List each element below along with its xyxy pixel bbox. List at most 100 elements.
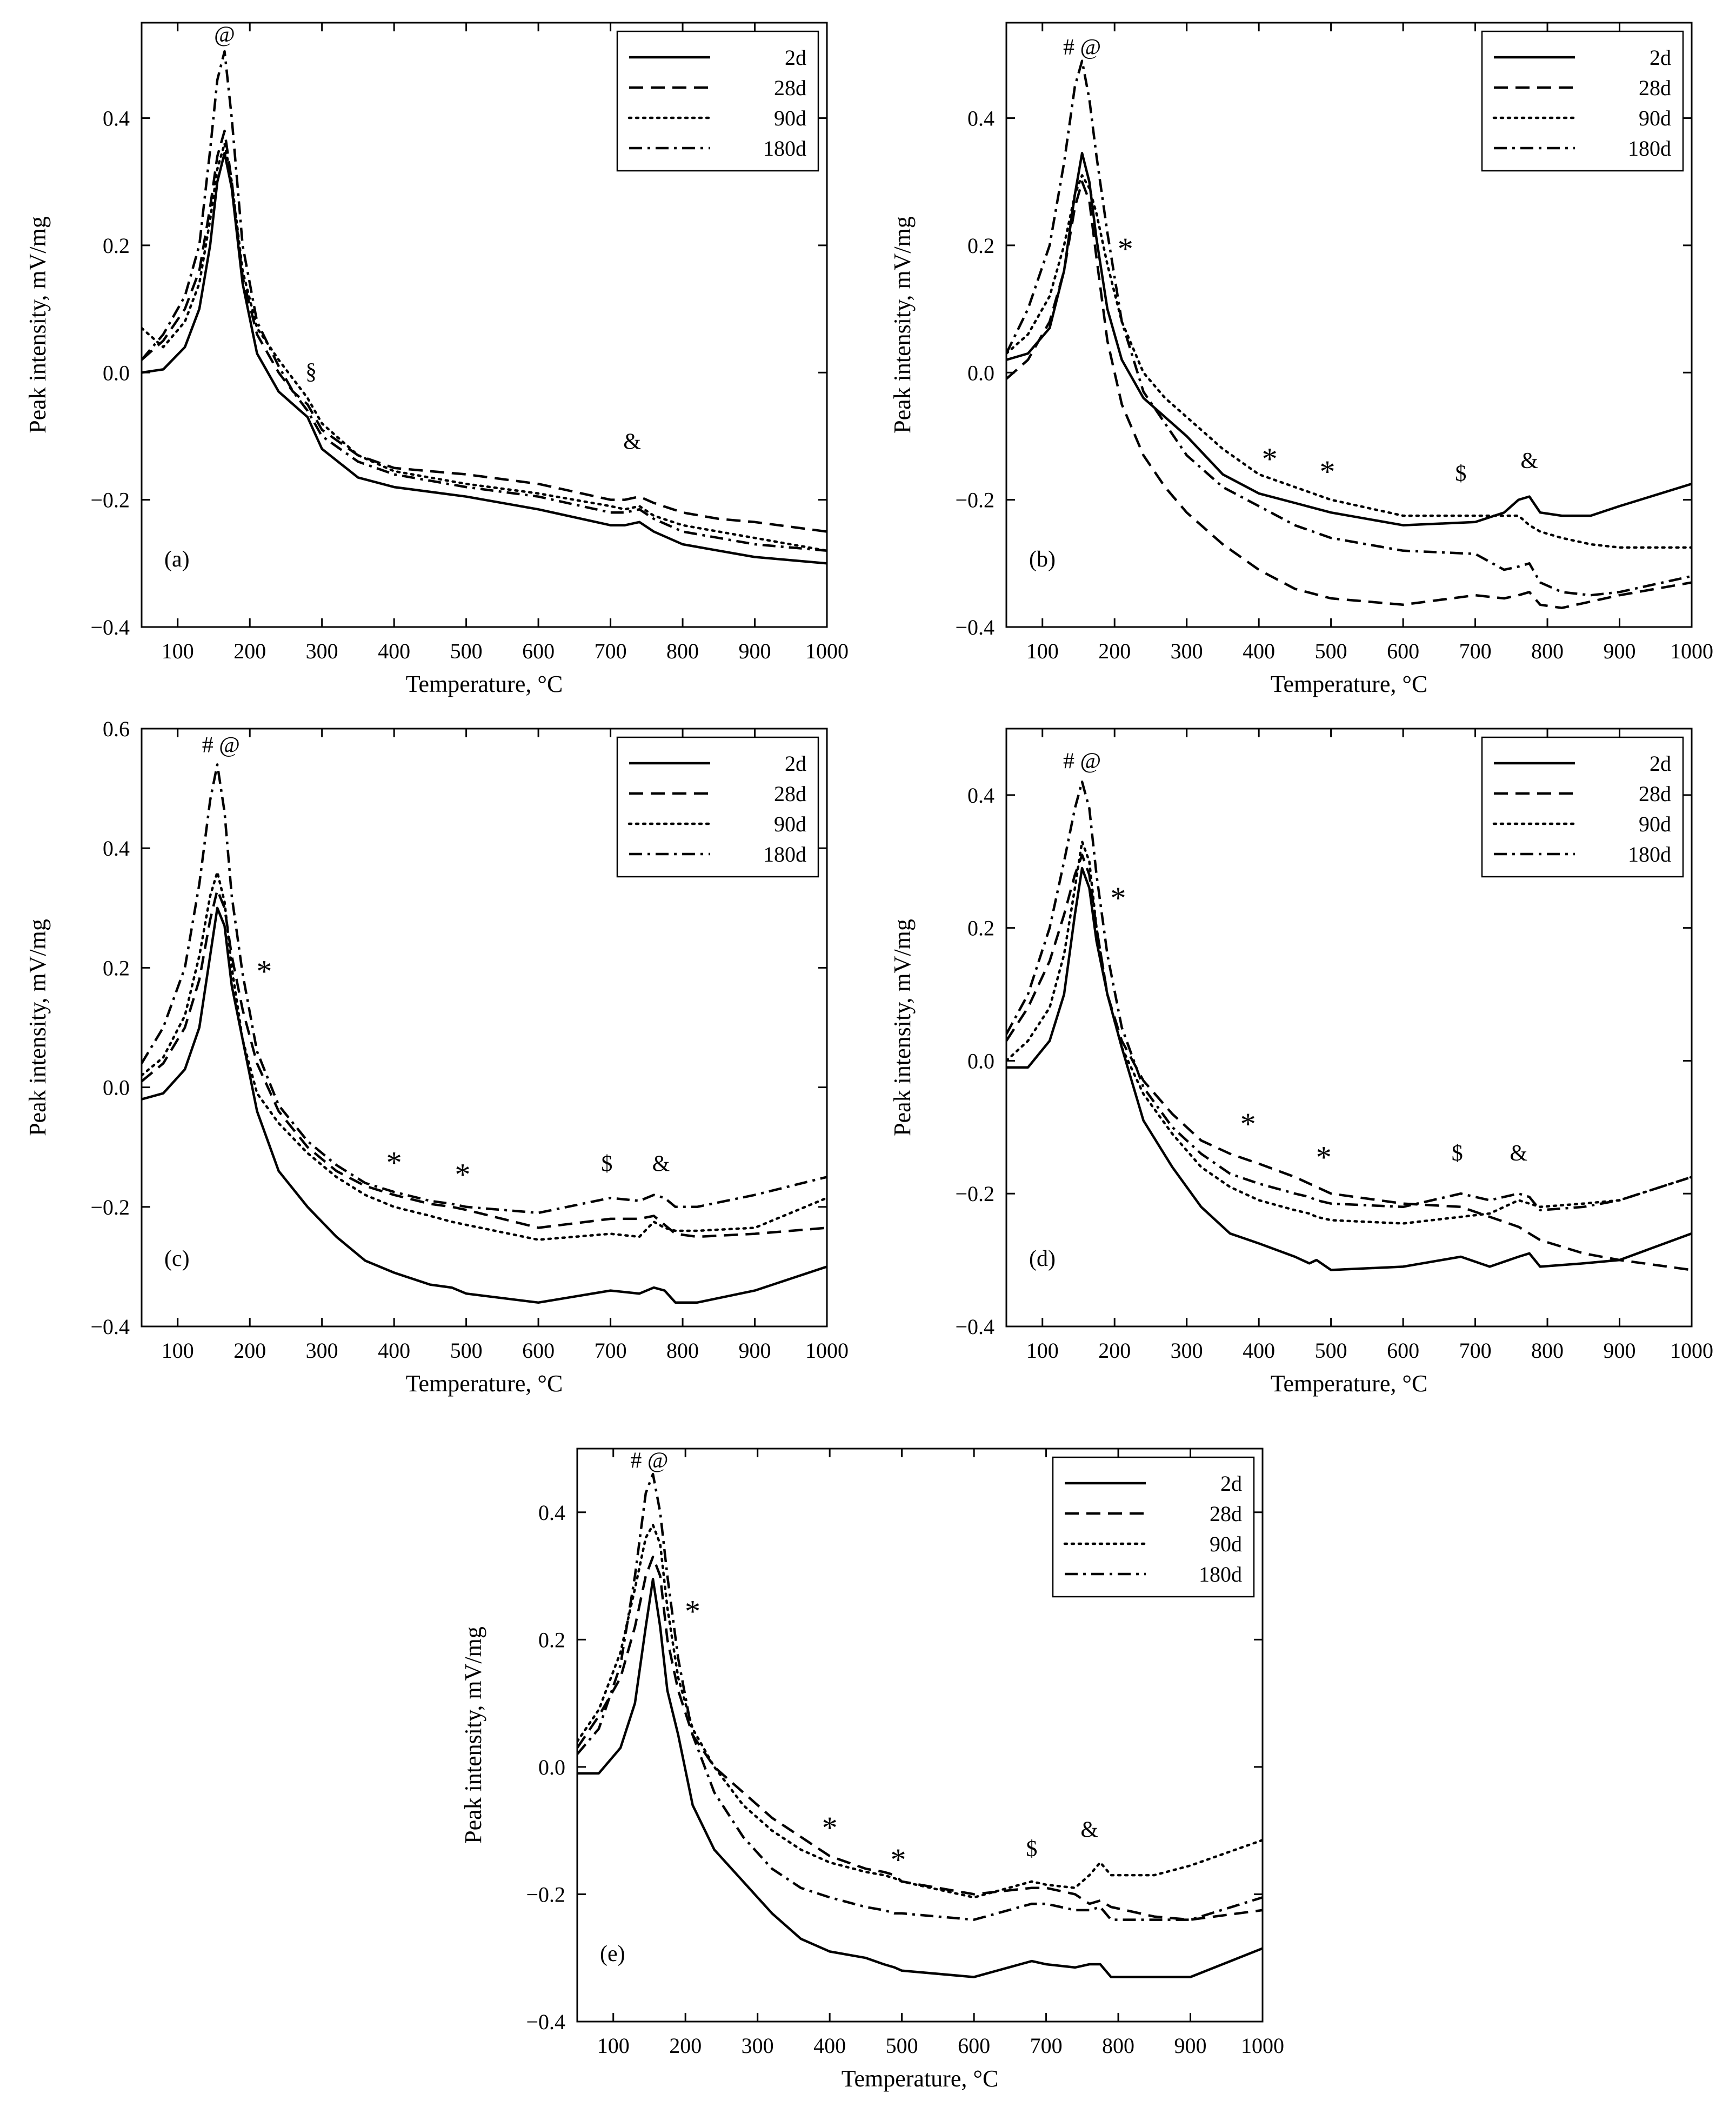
legend-label-28d: 28d (1639, 782, 1671, 806)
annotation-marker: * (1240, 1106, 1256, 1142)
y-tick-label: −0.2 (955, 488, 994, 512)
annotation-marker: * (1262, 441, 1278, 476)
x-tick-label: 600 (1387, 639, 1419, 663)
legend-label-90d: 90d (1210, 1532, 1242, 1556)
x-tick-label: 600 (958, 2033, 990, 2058)
legend-label-2d: 2d (785, 45, 806, 70)
x-tick-label: 800 (1102, 2033, 1134, 2058)
x-tick-label: 200 (1098, 1338, 1131, 1363)
y-tick-label: −0.4 (955, 615, 994, 639)
annotation-marker: # @ (1063, 749, 1101, 774)
legend-box (616, 736, 819, 878)
legend-box (1052, 1456, 1255, 1598)
series-group (577, 1472, 1263, 1978)
y-tick-label: −0.4 (90, 1315, 130, 1339)
x-tick-label: 900 (739, 639, 771, 663)
x-tick-label: 600 (522, 1338, 555, 1363)
series-line-2d (1006, 152, 1692, 526)
y-tick-label: −0.2 (90, 1195, 130, 1219)
x-tick-label: 200 (1098, 639, 1131, 663)
series-group (1006, 59, 1692, 609)
x-tick-label: 1000 (805, 639, 849, 663)
annotation-marker: & (1510, 1141, 1527, 1166)
chart-panel-2: 100 200 300 400 500 600 700 800 900 1000 −0.4 −0.2 0… (889, 22, 1713, 697)
x-tick-label: 400 (1243, 1338, 1275, 1363)
y-tick-label: 0.2 (967, 234, 994, 258)
annotation-marker: * (890, 1842, 906, 1877)
panel-label: (c) (164, 1246, 190, 1271)
x-tick-label: 400 (1243, 639, 1275, 663)
chart-panel-4: 100 200 300 400 500 600 700 800 900 1000 −0.4 −0.2 0… (889, 728, 1713, 1397)
legend-label-28d: 28d (774, 76, 806, 100)
x-tick-label: 900 (1604, 639, 1636, 663)
plot-frame (141, 22, 828, 628)
x-tick-label: 600 (1387, 1338, 1419, 1363)
annotation-marker: * (822, 1810, 838, 1845)
series-line-90d (577, 1524, 1263, 1899)
x-tick-label: 900 (1604, 1338, 1636, 1363)
series-line-180d (1006, 59, 1692, 597)
plot-frame (1005, 728, 1693, 1328)
series-line-28d (1006, 853, 1692, 1271)
x-tick-label: 600 (522, 639, 555, 663)
x-tick-label: 900 (739, 1338, 771, 1363)
y-axis-label: Peak intensity, mV/mg (460, 1626, 486, 1844)
x-tick-label: 1000 (1670, 639, 1713, 663)
y-tick-label: 0.0 (967, 1049, 994, 1073)
legend: 2d 28d 90d 180d (1052, 1456, 1255, 1598)
y-tick-label: −0.4 (90, 615, 130, 639)
series-line-90d (1006, 174, 1692, 549)
annotation-marker: @ (214, 22, 235, 47)
x-tick-label: 1000 (805, 1338, 849, 1363)
legend-label-90d: 90d (1639, 812, 1671, 836)
annotation-marker: * (256, 953, 272, 989)
y-tick-label: 0.4 (103, 836, 130, 861)
series-group (1006, 781, 1692, 1271)
x-tick-label: 700 (1459, 639, 1492, 663)
series-line-180d (142, 50, 827, 552)
y-tick-label: −0.2 (955, 1182, 994, 1206)
legend: 2d 28d 90d 180d (1481, 30, 1684, 172)
x-tick-label: 200 (233, 639, 266, 663)
x-tick-label: 500 (1315, 1338, 1347, 1363)
legend-label-180d: 180d (763, 842, 806, 866)
annotation-marker: & (623, 429, 641, 454)
y-tick-label: 0.4 (967, 783, 994, 808)
legend-label-2d: 2d (1220, 1471, 1242, 1496)
y-axis-label: Peak intensity, mV/mg (24, 216, 51, 434)
y-tick-label: 0.4 (967, 106, 994, 131)
x-tick-label: 300 (306, 1338, 338, 1363)
annotation-marker: * (1110, 881, 1126, 916)
series-line-90d (142, 871, 827, 1241)
series-line-2d (1006, 866, 1692, 1271)
series-group (142, 763, 827, 1304)
y-axis-label: Peak intensity, mV/mg (889, 919, 916, 1136)
x-tick-label: 700 (595, 639, 627, 663)
series-group (142, 50, 827, 565)
annotation-marker: # @ (1063, 35, 1101, 60)
annotation-marker: # @ (630, 1448, 668, 1473)
y-tick-label: 0.2 (967, 916, 994, 941)
y-tick-label: −0.4 (526, 2010, 565, 2034)
legend-label-2d: 2d (785, 751, 806, 776)
annotation-marker: * (455, 1157, 470, 1192)
annotation-marker: & (652, 1151, 670, 1176)
y-tick-label: 0.0 (967, 361, 994, 385)
x-tick-label: 800 (1531, 1338, 1564, 1363)
legend-label-28d: 28d (1210, 1502, 1242, 1526)
series-line-28d (577, 1555, 1263, 1921)
series-line-90d (142, 142, 827, 552)
x-tick-label: 800 (666, 1338, 699, 1363)
legend-label-90d: 90d (774, 106, 806, 130)
annotation-marker: § (305, 359, 317, 384)
series-line-2d (142, 152, 827, 565)
x-tick-label: 300 (306, 639, 338, 663)
y-tick-label: 0.0 (538, 1755, 565, 1779)
annotation-marker: * (1316, 1139, 1332, 1175)
annotation-marker: $ (1026, 1837, 1037, 1862)
plot-frame (1005, 22, 1693, 628)
series-line-2d (142, 906, 827, 1304)
y-tick-label: −0.2 (90, 488, 130, 512)
plot-frame (141, 728, 828, 1328)
